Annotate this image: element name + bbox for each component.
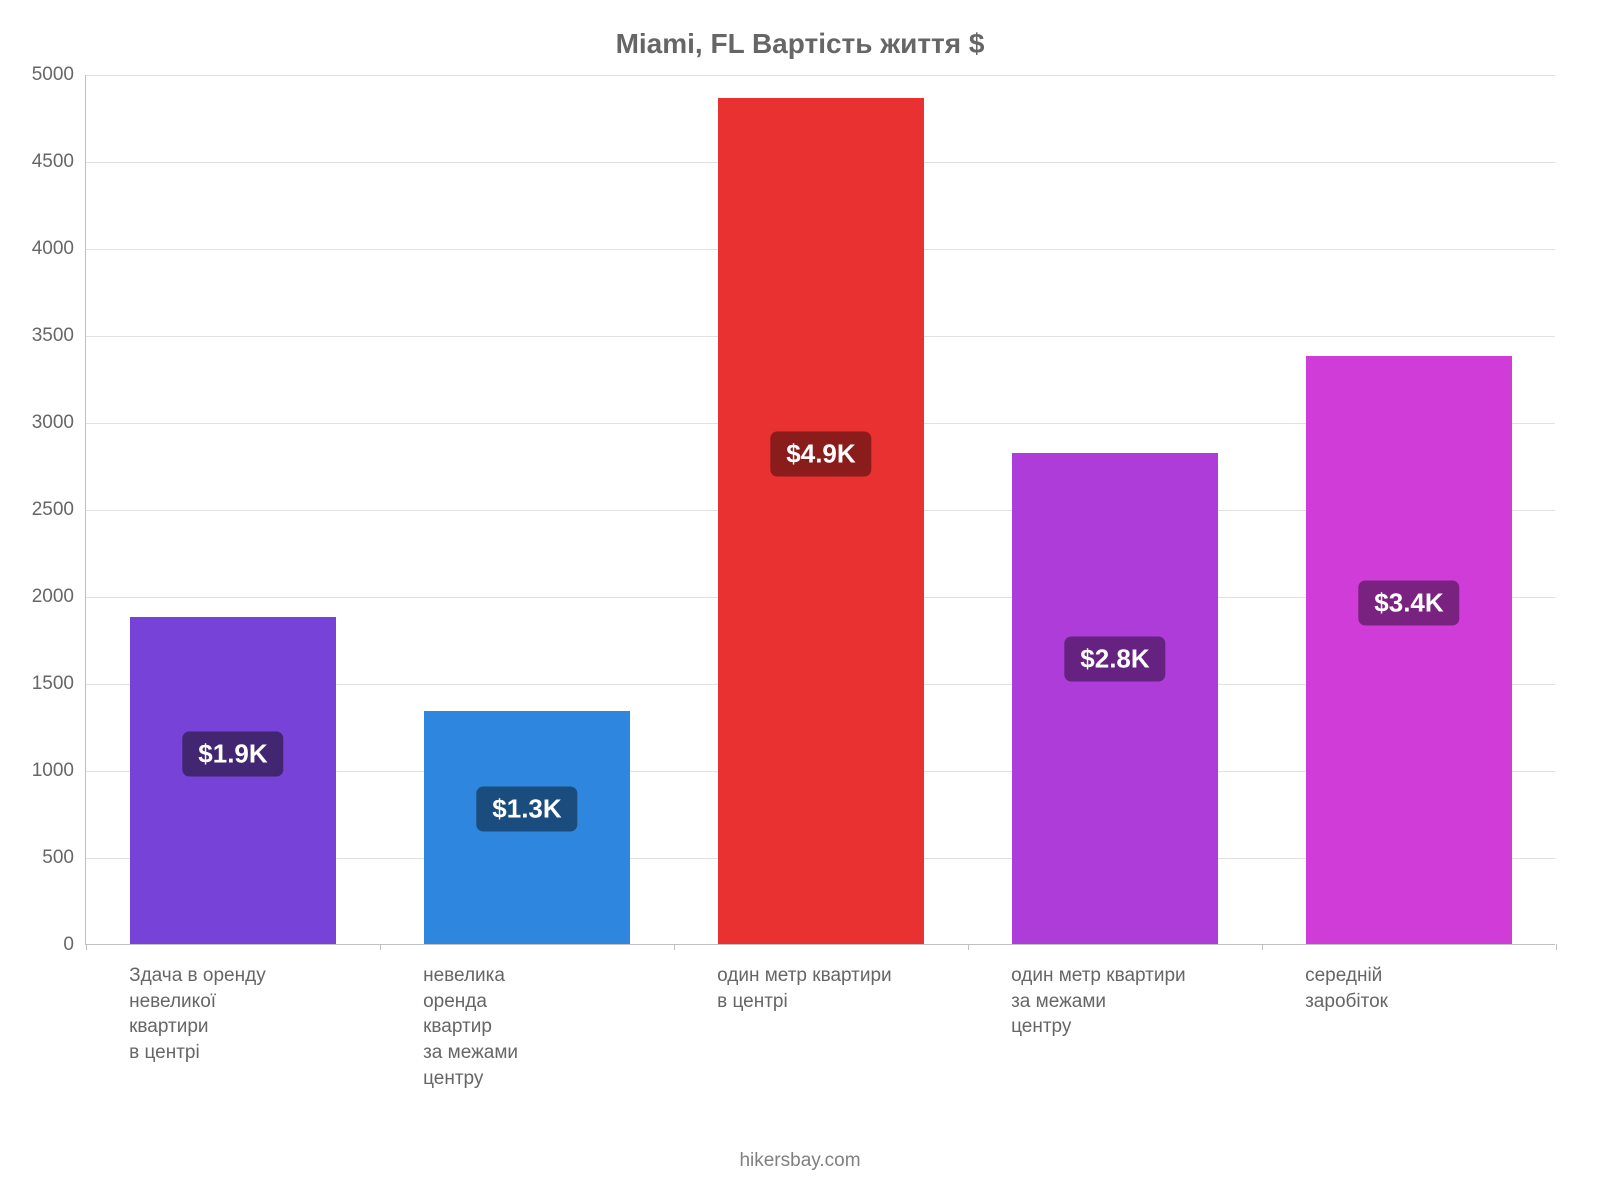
bar-fill [718, 98, 924, 944]
x-tick-mark [674, 944, 675, 950]
plot-area: 0500100015002000250030003500400045005000… [85, 75, 1555, 945]
x-axis-label: середній заробіток [1305, 963, 1541, 1014]
x-axis-label: Здача в оренду невеликої квартири в цент… [129, 963, 365, 1066]
bar: $1.9K [130, 617, 336, 944]
y-tick-label: 0 [63, 934, 86, 956]
bar: $2.8K [1012, 453, 1218, 944]
x-tick-mark [1262, 944, 1263, 950]
value-badge: $1.9K [182, 732, 283, 777]
gridline [86, 75, 1555, 76]
value-badge: $1.3K [476, 786, 577, 831]
chart-title: Miami, FL Вартість життя $ [0, 28, 1600, 60]
bar: $4.9K [718, 98, 924, 944]
x-axis-label: один метр квартири за межами центру [1011, 963, 1247, 1040]
x-tick-mark [1556, 944, 1557, 950]
y-tick-label: 4500 [32, 151, 86, 173]
x-tick-mark [380, 944, 381, 950]
bar: $3.4K [1306, 356, 1512, 944]
y-tick-label: 4000 [32, 238, 86, 260]
value-badge: $3.4K [1358, 580, 1459, 625]
y-tick-label: 500 [42, 847, 86, 869]
y-tick-label: 3500 [32, 325, 86, 347]
y-tick-label: 5000 [32, 64, 86, 86]
chart-container: Miami, FL Вартість життя $ 0500100015002… [0, 0, 1600, 1200]
x-axis-label: один метр квартири в центрі [717, 963, 953, 1014]
value-badge: $2.8K [1064, 637, 1165, 682]
bar: $1.3K [424, 711, 630, 944]
value-badge: $4.9K [770, 431, 871, 476]
y-tick-label: 2500 [32, 499, 86, 521]
bar-fill [130, 617, 336, 944]
x-tick-mark [968, 944, 969, 950]
x-axis-label: невелика оренда квартир за межами центру [423, 963, 659, 1091]
y-tick-label: 1500 [32, 673, 86, 695]
y-tick-label: 1000 [32, 760, 86, 782]
y-tick-label: 2000 [32, 586, 86, 608]
x-tick-mark [86, 944, 87, 950]
bar-fill [1012, 453, 1218, 944]
chart-footer: hikersbay.com [0, 1150, 1600, 1172]
y-tick-label: 3000 [32, 412, 86, 434]
bar-fill [1306, 356, 1512, 944]
